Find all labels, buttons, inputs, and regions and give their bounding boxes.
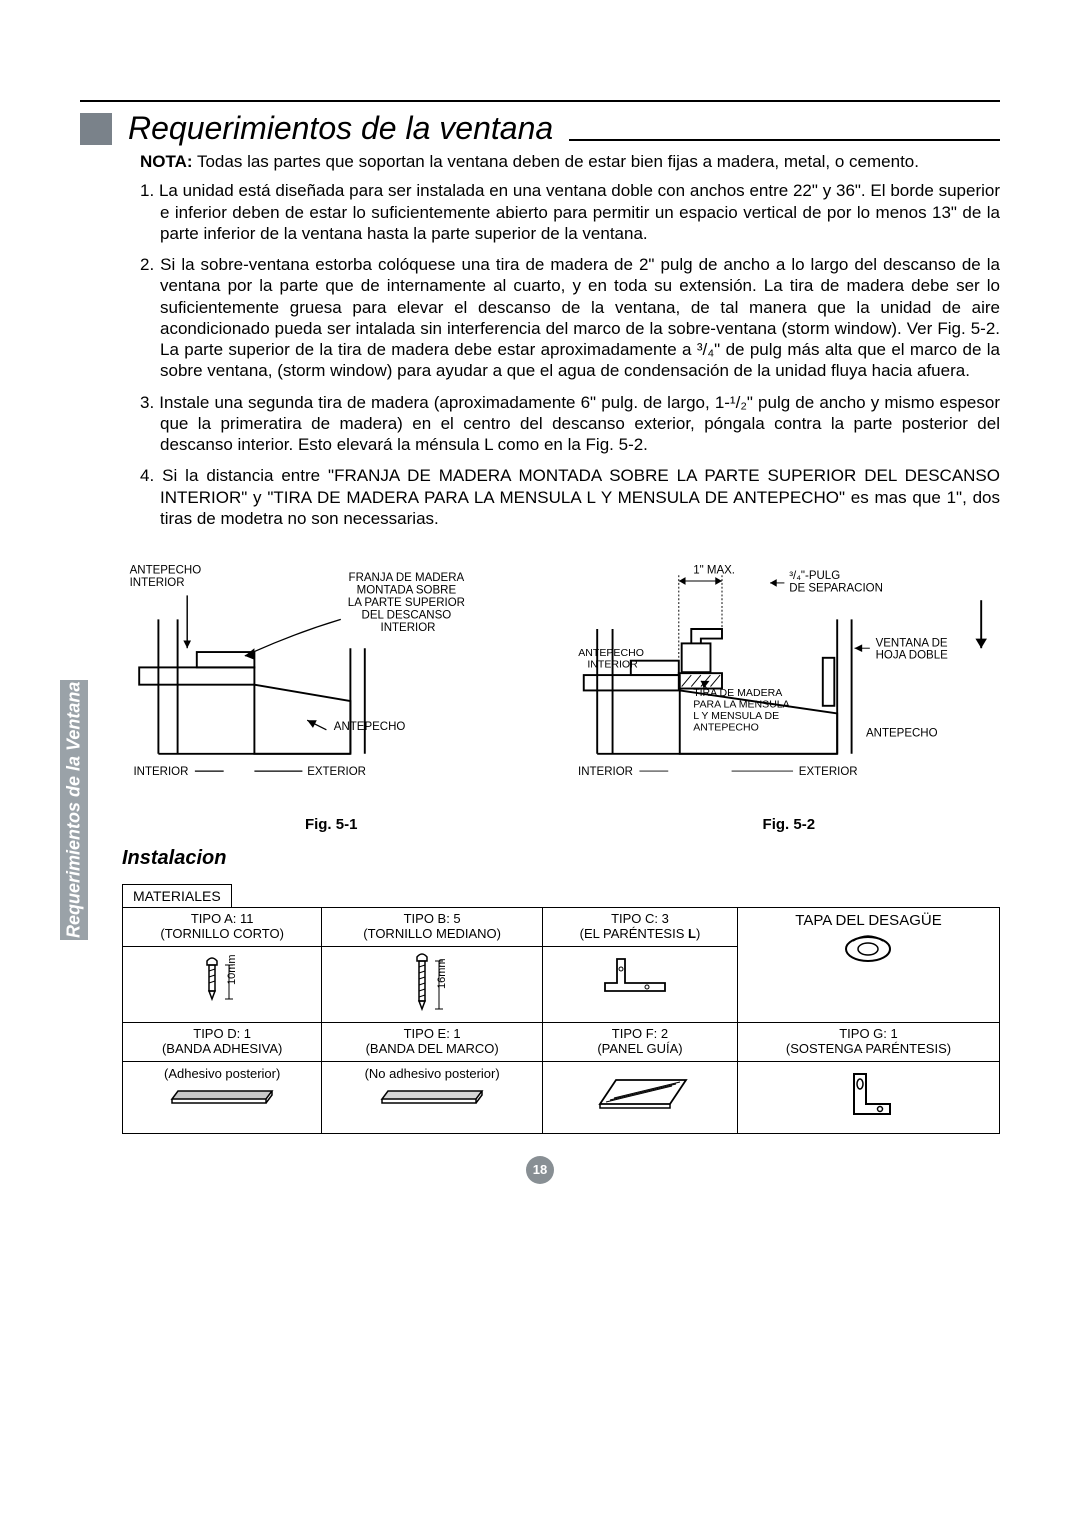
mat-e-img: (No adhesivo posterior) — [322, 1061, 543, 1133]
fig1-caption: Fig. 5-1 — [120, 816, 542, 833]
mat-a-img: 10mm — [123, 946, 322, 1022]
nota-text: Todas las partes que soportan la ventana… — [193, 152, 919, 171]
figure-5-1: ANTEPECHO INTERIOR FRANJA DE MADERA MONT… — [120, 547, 542, 833]
mat-d-img: (Adhesivo posterior) — [123, 1061, 322, 1133]
fig2-label-ventana: VENTANA DE HOJA DOBLE — [875, 637, 950, 661]
materials-label: MATERIALES — [122, 884, 232, 907]
mat-a-measure: 10mm — [226, 954, 238, 985]
body-text: NOTA: Todas las partes que soportan la v… — [80, 151, 1000, 529]
mat-g-img — [737, 1061, 999, 1133]
mat-g-head: TIPO G: 1(SOSTENGA PARÉNTESIS) — [737, 1022, 999, 1061]
title-row: Requerimientos de la ventana — [80, 110, 1000, 147]
title-box-icon — [80, 113, 112, 145]
sidebar-tab: Requerimientos de la Ventana — [60, 680, 88, 940]
top-rule — [80, 100, 1000, 102]
mat-drain-label: TAPA DEL DESAGÜE — [742, 912, 995, 929]
fig2-label-max: 1" MAX. — [693, 564, 735, 576]
steps-list: 1. La unidad está diseñada para ser inst… — [140, 180, 1000, 529]
mat-d-head: TIPO D: 1(BANDA ADHESIVA) — [123, 1022, 322, 1061]
materials-table: TIPO A: 11(TORNILLO CORTO) TIPO B: 5(TOR… — [122, 907, 1000, 1134]
materials-box: MATERIALES TIPO A: 11(TORNILLO CORTO) TI… — [122, 884, 1000, 1134]
page-title: Requerimientos de la ventana — [128, 110, 553, 147]
step-1: 1. La unidad está diseñada para ser inst… — [140, 180, 1000, 244]
step-2: 2. Si la sobre-ventana estorba colóquese… — [140, 254, 1000, 382]
figure-5-2: 1" MAX. ³/₄"-PULG DE SEPARACION VENTANA … — [578, 547, 1000, 833]
fig2-label-tira: TIRA DE MADERA PARA LA MENSULA L Y MENSU… — [693, 687, 792, 734]
mat-e-head: TIPO E: 1(BANDA DEL MARCO) — [322, 1022, 543, 1061]
fig2-caption: Fig. 5-2 — [578, 816, 1000, 833]
fig1-label-interior: INTERIOR — [133, 766, 188, 778]
fig2-label-ant-int: ANTEPECHO INTERIOR — [578, 647, 647, 671]
step-4: 4. Si la distancia entre "FRANJA DE MADE… — [140, 465, 1000, 529]
mat-d-note: (Adhesivo posterior) — [127, 1066, 317, 1081]
adhesive-strip-icon — [162, 1081, 282, 1109]
nota-label: NOTA: — [140, 152, 193, 171]
step-3: 3. Instale una segunda tira de madera (a… — [140, 392, 1000, 456]
mat-f-img — [542, 1061, 737, 1133]
mat-e-note: (No adhesivo posterior) — [326, 1066, 538, 1081]
fig1-label-exterior: EXTERIOR — [307, 766, 366, 778]
screw-short-icon: 10mm — [177, 951, 267, 1011]
instalacion-heading: Instalacion — [122, 847, 1000, 870]
drain-cap-icon — [833, 929, 903, 969]
mat-b-measure: 16mm — [436, 958, 448, 989]
figures-row: ANTEPECHO INTERIOR FRANJA DE MADERA MONT… — [80, 547, 1000, 833]
guide-panel-icon — [580, 1066, 700, 1116]
fig2-label-interior: INTERIOR — [578, 766, 633, 778]
fig2-label-antepecho: ANTEPECHO — [866, 728, 938, 740]
title-underline — [569, 139, 1000, 141]
page-number: 18 — [526, 1156, 554, 1184]
fig2-label-sep: ³/₄"-PULG DE SEPARACION — [789, 570, 883, 594]
fig1-label-antepecho: ANTEPECHO — [334, 721, 406, 733]
mat-drain-head: TAPA DEL DESAGÜE — [737, 908, 999, 1023]
mat-c-img — [542, 946, 737, 1022]
screw-med-icon: 16mm — [387, 951, 477, 1015]
l-bracket-icon — [585, 951, 695, 1001]
fig1-label-franja: FRANJA DE MADERA MONTADA SOBRE LA PARTE … — [348, 572, 468, 634]
fig1-label-ant-int: ANTEPECHO INTERIOR — [130, 564, 205, 588]
mat-b-img: 16mm — [322, 946, 543, 1022]
frame-strip-icon — [372, 1081, 492, 1109]
mat-f-head: TIPO F: 2(PANEL GUÍA) — [542, 1022, 737, 1061]
fig2-label-exterior: EXTERIOR — [798, 766, 857, 778]
mat-a-head: TIPO A: 11(TORNILLO CORTO) — [123, 908, 322, 947]
nota-line: NOTA: Todas las partes que soportan la v… — [140, 151, 1000, 172]
support-bracket-icon — [828, 1066, 908, 1121]
mat-c-head: TIPO C: 3(EL PARÉNTESIS L) — [542, 908, 737, 947]
mat-b-head: TIPO B: 5(TORNILLO MEDIANO) — [322, 908, 543, 947]
